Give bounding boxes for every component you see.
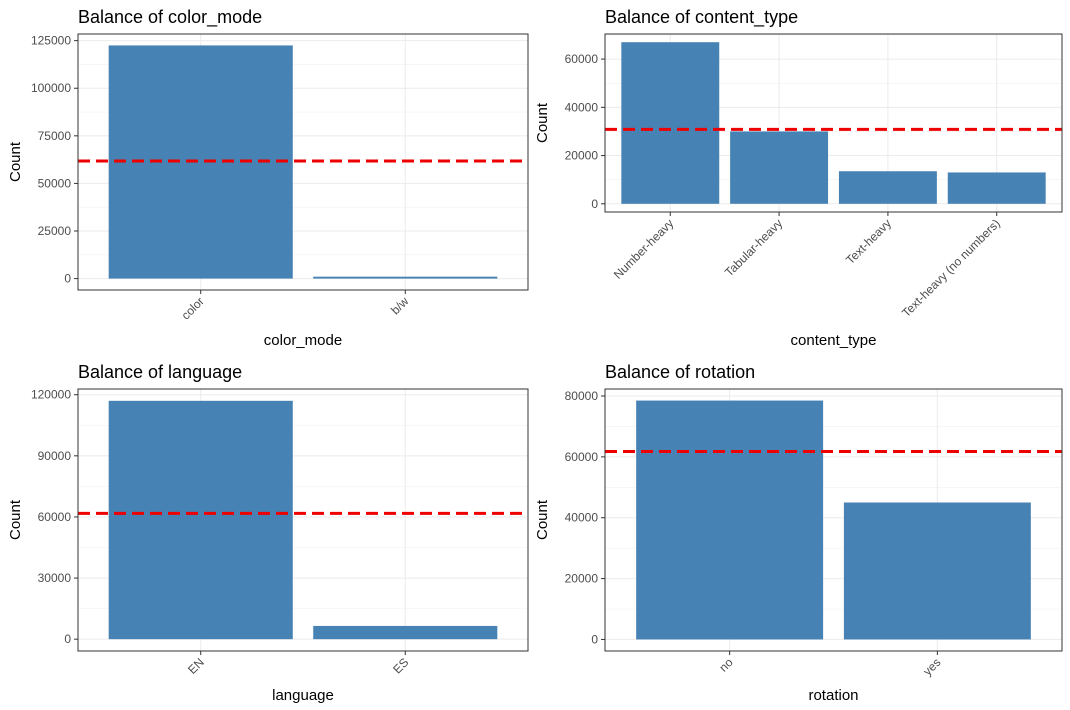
x-tick-label: EN	[185, 655, 207, 677]
chart-title: Balance of color_mode	[78, 7, 262, 28]
chart-title: Balance of language	[78, 362, 242, 382]
y-tick-label: 0	[591, 197, 598, 211]
bar-text-heavy-no-numbers-	[947, 172, 1046, 204]
y-tick-label: 0	[64, 632, 71, 646]
plot-border	[604, 388, 1063, 652]
y-tick-label: 75000	[38, 129, 72, 143]
y-tick-label: 30000	[38, 571, 72, 585]
bar-text-heavy	[838, 171, 937, 204]
y-tick-label: 100000	[31, 81, 71, 95]
y-tick-label: 90000	[38, 449, 72, 463]
chart-title: Balance of content_type	[605, 7, 798, 28]
plot-border	[77, 33, 529, 291]
x-tick-label: b/w	[388, 294, 411, 317]
bar-number-heavy	[621, 42, 720, 204]
y-tick-label: 50000	[38, 176, 72, 190]
y-tick-label: 60000	[565, 52, 599, 66]
x-axis-title: content_type	[791, 332, 877, 349]
y-axis-title: Count	[534, 102, 551, 143]
x-axis-title: rotation	[808, 687, 858, 704]
x-tick-label: Text-heavy	[843, 216, 894, 267]
y-tick-label: 125000	[31, 34, 71, 48]
chart-panel-1: Balance of color_mode 0 25000 50000 75000 100…	[7, 7, 529, 349]
y-axis-title: Count	[7, 141, 24, 182]
x-tick-label: Tabular-heavy	[722, 216, 785, 279]
y-tick-label: 60000	[38, 510, 72, 524]
y-axis-title: Count	[534, 499, 551, 540]
bar-en	[108, 400, 293, 640]
y-tick-label: 25000	[38, 224, 72, 238]
y-tick-label: 20000	[565, 149, 599, 163]
y-tick-label: 40000	[565, 511, 599, 525]
x-tick-label: yes	[920, 655, 943, 678]
x-tick-label: Number-heavy	[611, 216, 677, 282]
x-tick-label: color	[179, 294, 207, 322]
x-tick-label: no	[716, 655, 736, 675]
y-tick-label: 120000	[31, 388, 71, 402]
plot-border	[604, 33, 1063, 213]
y-tick-label: 60000	[565, 450, 599, 464]
chart-panel-3: Balance of language 0 30000 60000 90000 12000…	[7, 362, 529, 704]
x-tick-label: Text-heavy (no numbers)	[899, 216, 1003, 320]
y-tick-label: 0	[591, 632, 598, 646]
chart-title: Balance of rotation	[605, 362, 755, 382]
plot-border	[77, 388, 529, 652]
y-tick-label: 0	[64, 272, 71, 286]
x-tick-label: ES	[390, 655, 411, 676]
x-axis-title: color_mode	[264, 332, 342, 349]
chart-panel-4: Balance of rotation 0 20000 40000 60000 80000…	[534, 362, 1063, 704]
y-tick-label: 20000	[565, 572, 599, 586]
bar-yes	[843, 502, 1031, 640]
y-axis-title: Count	[7, 499, 24, 540]
bar-tabular-heavy	[730, 131, 829, 204]
chart-panel-2: Balance of content_type 0 20000 40000 60000 N…	[534, 7, 1063, 349]
bar-es	[313, 625, 498, 640]
y-tick-label: 40000	[565, 100, 599, 114]
y-tick-label: 80000	[565, 389, 599, 403]
bar-no	[636, 400, 824, 640]
bar-b-w	[313, 276, 498, 279]
x-axis-title: language	[272, 687, 334, 704]
